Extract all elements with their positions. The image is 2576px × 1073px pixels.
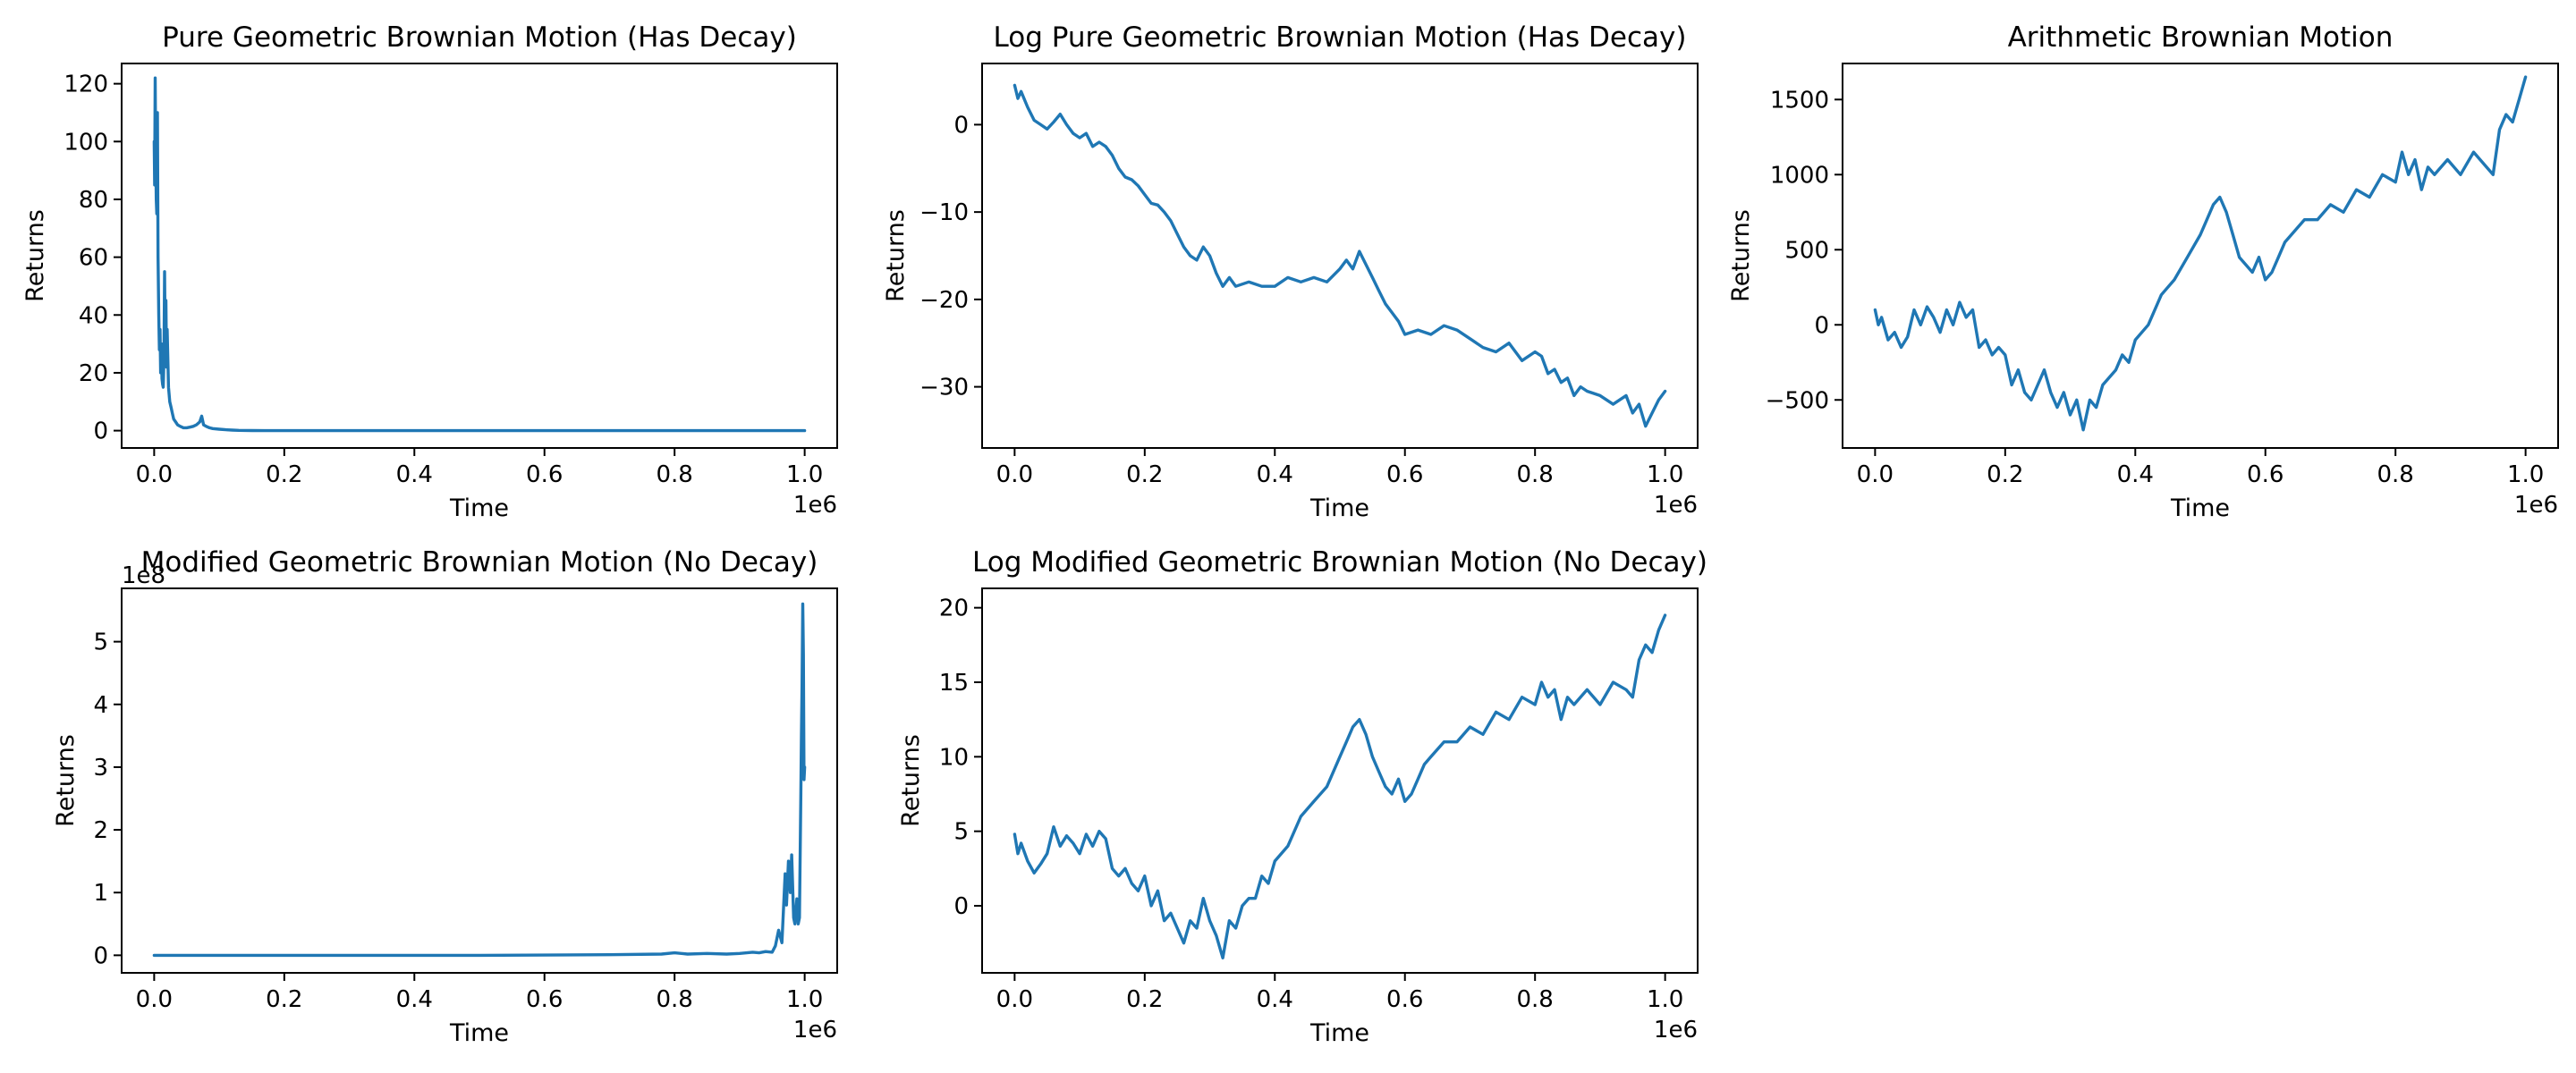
y-tick-label: 4 <box>93 692 108 719</box>
y-tick-label: −20 <box>919 287 969 314</box>
y-tick-label: 1500 <box>1770 87 1829 114</box>
x-tick-label: 1.0 <box>2507 461 2544 488</box>
x-tick-label: 0.8 <box>657 986 693 1013</box>
x-tick-label: 0.6 <box>1386 986 1423 1013</box>
y-tick-label: 2 <box>93 817 108 844</box>
y-tick-label: 100 <box>64 129 108 156</box>
x-tick-label: 0.8 <box>1517 461 1554 488</box>
x-tick-label: 0.0 <box>1857 461 1894 488</box>
x-tick-label: 0.8 <box>1517 986 1554 1013</box>
series-line <box>1013 83 1667 428</box>
y-tick-label: 60 <box>79 245 108 272</box>
x-tick-label: 0.6 <box>526 986 563 1013</box>
y-tick-label: 0 <box>93 418 108 445</box>
subplot-title: Log Modified Geometric Brownian Motion (… <box>972 546 1707 579</box>
y-tick-label: 0 <box>93 942 108 969</box>
x-tick-label: 0.4 <box>1257 986 1293 1013</box>
series-line <box>152 76 807 433</box>
plot-frame <box>121 63 838 449</box>
x-tick-label: 0.0 <box>996 986 1033 1013</box>
y-tick-label: −10 <box>919 199 969 226</box>
y-tick-label: 3 <box>93 755 108 782</box>
subplot-title: Arithmetic Brownian Motion <box>2008 21 2394 54</box>
x-offset-label: 1e6 <box>1654 492 1698 519</box>
x-axis-label: Time <box>449 494 509 522</box>
x-tick-label: 0.4 <box>396 461 433 488</box>
x-tick-label: 0.0 <box>136 986 173 1013</box>
y-tick-label: 10 <box>939 744 969 771</box>
y-tick-label: 80 <box>79 187 108 214</box>
x-tick-label: 1.0 <box>1647 461 1683 488</box>
x-offset-label: 1e6 <box>793 492 837 519</box>
x-tick-label: 0.2 <box>1987 461 2023 488</box>
y-axis-label: Returns <box>882 209 910 302</box>
y-tick-label: 0 <box>953 893 969 920</box>
y-axis-label: Returns <box>21 209 49 302</box>
x-tick-label: 0.8 <box>2377 461 2414 488</box>
x-tick-label: 0.0 <box>996 461 1033 488</box>
x-tick-label: 0.6 <box>526 461 563 488</box>
y-axis-label: Returns <box>52 734 80 827</box>
x-tick-label: 0.4 <box>396 986 433 1013</box>
plot-frame <box>981 587 1699 974</box>
x-tick-label: 0.4 <box>1257 461 1293 488</box>
plot-frame <box>1842 63 2559 449</box>
subplot-title: Log Pure Geometric Brownian Motion (Has … <box>994 21 1687 54</box>
subplot-title: Modified Geometric Brownian Motion (No D… <box>141 546 818 579</box>
subplot-1: 0.0 0.2 0.4 0.6 0.8 1.0 0 20 40 60 80 100 120 Pure Ge… <box>21 21 838 522</box>
x-offset-label: 1e6 <box>2514 492 2558 519</box>
y-tick-label: 40 <box>79 302 108 329</box>
x-axis-label: Time <box>2170 494 2230 522</box>
series-line <box>152 602 807 958</box>
x-axis-label: Time <box>449 1019 509 1047</box>
y-tick-label: 0 <box>953 112 969 139</box>
y-tick-label: 20 <box>939 596 969 622</box>
y-tick-label: −30 <box>919 375 969 401</box>
x-tick-label: 0.8 <box>657 461 693 488</box>
x-tick-label: 0.2 <box>1126 461 1163 488</box>
y-axis-label: Returns <box>1727 209 1755 302</box>
y-offset-label: 1e8 <box>122 562 165 589</box>
x-tick-label: 1.0 <box>1647 986 1683 1013</box>
x-tick-label: 1.0 <box>786 461 823 488</box>
x-tick-label: 1.0 <box>786 986 823 1013</box>
y-tick-label: 20 <box>79 360 108 387</box>
x-tick-label: 0.0 <box>136 461 173 488</box>
y-tick-label: −500 <box>1766 387 1829 414</box>
series-line <box>1873 75 2528 432</box>
y-tick-label: 500 <box>1784 237 1829 264</box>
x-offset-label: 1e6 <box>793 1017 837 1043</box>
subplot-title: Pure Geometric Brownian Motion (Has Deca… <box>162 21 797 54</box>
plot-frame <box>121 587 838 974</box>
subplot-3: 0.0 0.2 0.4 0.6 0.8 1.0 −500 0 500 1000 1500 Arithm… <box>1727 21 2559 522</box>
x-tick-label: 0.6 <box>1386 461 1423 488</box>
y-tick-label: 0 <box>1814 312 1829 339</box>
y-tick-label: 5 <box>953 819 969 846</box>
y-tick-label: 120 <box>64 72 108 98</box>
x-offset-label: 1e6 <box>1654 1017 1698 1043</box>
y-tick-label: 5 <box>93 629 108 656</box>
y-tick-label: 15 <box>939 670 969 697</box>
x-tick-label: 0.2 <box>266 461 302 488</box>
x-tick-label: 0.2 <box>1126 986 1163 1013</box>
y-tick-label: 1 <box>93 880 108 907</box>
series-line <box>1013 613 1667 960</box>
y-axis-label: Returns <box>897 734 925 827</box>
plot-frame <box>981 63 1699 449</box>
subplot-2: 0.0 0.2 0.4 0.6 0.8 1.0 −30 −20 −10 0 Log Pure Geo… <box>882 21 1699 522</box>
x-axis-label: Time <box>1309 494 1369 522</box>
x-tick-label: 0.4 <box>2117 461 2154 488</box>
subplot-4: 0.0 0.2 0.4 0.6 0.8 1.0 0 1 2 3 4 5 Modified Geometr… <box>52 546 838 1047</box>
y-tick-label: 1000 <box>1770 162 1829 189</box>
x-tick-label: 0.2 <box>266 986 302 1013</box>
x-axis-label: Time <box>1309 1019 1369 1047</box>
x-tick-label: 0.6 <box>2247 461 2284 488</box>
